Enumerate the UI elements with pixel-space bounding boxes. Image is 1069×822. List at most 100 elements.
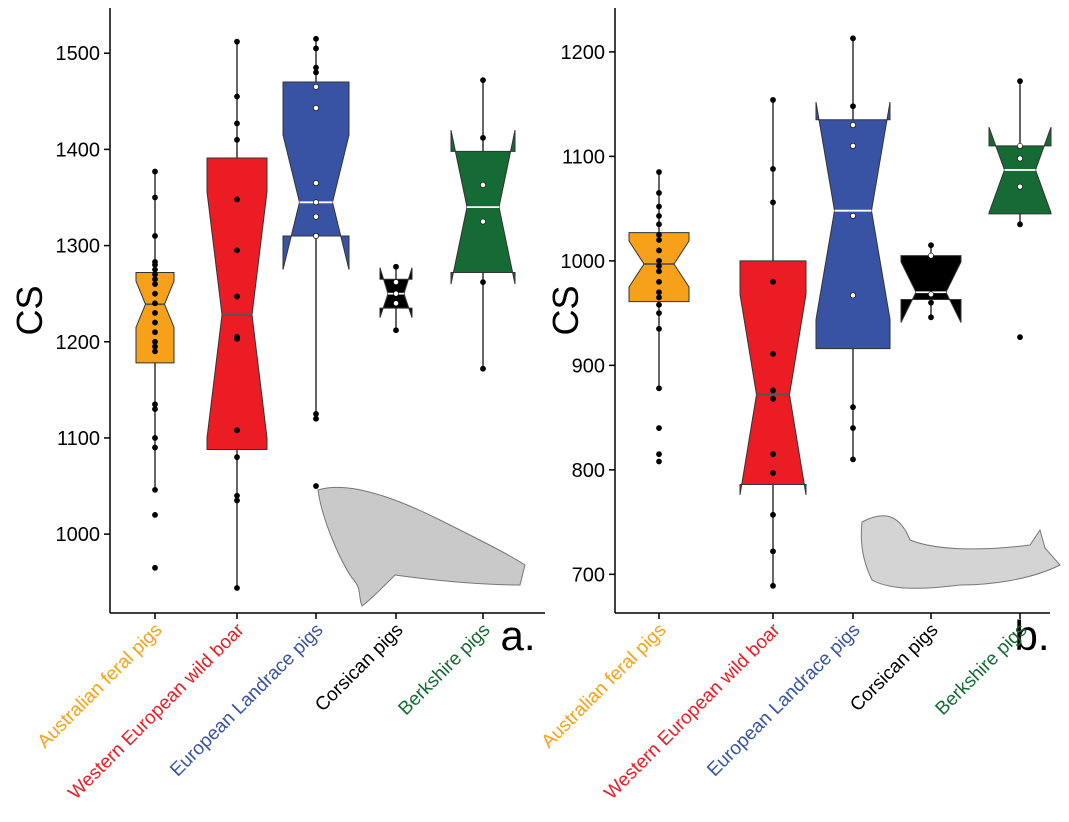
point	[656, 386, 661, 391]
point	[152, 195, 157, 200]
point	[770, 549, 775, 554]
point	[152, 330, 157, 335]
point	[656, 295, 661, 300]
point	[152, 277, 157, 282]
point	[152, 169, 157, 174]
point	[234, 428, 239, 433]
point	[313, 411, 318, 416]
point	[152, 339, 157, 344]
point	[152, 344, 157, 349]
panel-label: a.	[500, 612, 535, 659]
point	[770, 583, 775, 588]
point	[393, 291, 398, 296]
point	[480, 182, 485, 187]
point	[770, 396, 775, 401]
point	[393, 280, 398, 285]
y-tick-label: 900	[572, 355, 605, 377]
y-tick-label: 1100	[562, 146, 605, 168]
point	[393, 301, 398, 306]
point	[313, 214, 318, 219]
point	[850, 122, 855, 127]
point	[1017, 184, 1022, 189]
box	[740, 261, 806, 495]
chart: 100011001200130014001500CSa.Australian f…	[0, 0, 1069, 817]
point	[656, 452, 661, 457]
point	[480, 280, 485, 285]
point	[656, 302, 661, 307]
point	[928, 300, 933, 305]
mandible-illustration	[861, 516, 1060, 589]
point	[152, 565, 157, 570]
point	[234, 585, 239, 590]
point	[770, 200, 775, 205]
x-tick-label: Berkshire pigs	[395, 620, 495, 720]
point	[928, 292, 933, 297]
point	[313, 105, 318, 110]
y-tick-label: 1300	[56, 236, 101, 258]
point	[1017, 156, 1022, 161]
point	[656, 263, 661, 268]
y-tick-label: 1100	[57, 428, 100, 450]
point	[313, 233, 318, 238]
point	[656, 279, 661, 284]
point	[152, 487, 157, 492]
point	[770, 452, 775, 457]
y-axis-label: CS	[545, 285, 586, 335]
point	[1017, 222, 1022, 227]
skull-illustration	[318, 487, 525, 606]
mandible	[861, 516, 1060, 589]
point	[152, 349, 157, 354]
point	[656, 459, 661, 464]
point	[152, 262, 157, 267]
point	[234, 121, 239, 126]
point	[850, 425, 855, 430]
point	[850, 405, 855, 410]
point	[656, 232, 661, 237]
point	[770, 512, 775, 517]
point	[313, 36, 318, 41]
y-tick-label: 700	[572, 564, 605, 586]
point	[313, 180, 318, 185]
point	[480, 135, 485, 140]
point	[656, 190, 661, 195]
box	[816, 102, 890, 349]
point	[1017, 79, 1022, 84]
point	[152, 320, 157, 325]
y-tick-label: 1000	[56, 524, 101, 546]
point	[656, 425, 661, 430]
point	[313, 70, 318, 75]
point	[656, 258, 661, 263]
point	[152, 402, 157, 407]
point	[152, 267, 157, 272]
point	[480, 78, 485, 83]
y-tick-label: 1000	[561, 251, 606, 273]
point	[152, 291, 157, 296]
point	[770, 470, 775, 475]
point	[313, 65, 318, 70]
point	[152, 272, 157, 277]
point	[152, 301, 157, 306]
point	[770, 166, 775, 171]
point	[234, 294, 239, 299]
point	[928, 243, 933, 248]
point	[234, 137, 239, 142]
point	[656, 169, 661, 174]
y-axis-label: CS	[9, 285, 50, 335]
point	[770, 388, 775, 393]
point	[1017, 143, 1022, 148]
point	[234, 455, 239, 460]
x-tick-label: European Landrace pigs	[166, 620, 327, 781]
point	[393, 328, 398, 333]
x-tick-label: European Landrace pigs	[703, 620, 864, 781]
point	[656, 326, 661, 331]
point	[1017, 335, 1022, 340]
y-tick-label: 800	[572, 460, 605, 482]
point	[850, 36, 855, 41]
point	[770, 97, 775, 102]
skull	[318, 487, 525, 606]
x-tick-label: Australian feral pigs	[538, 620, 671, 753]
point	[234, 336, 239, 341]
point	[928, 315, 933, 320]
point	[313, 416, 318, 421]
point	[850, 104, 855, 109]
